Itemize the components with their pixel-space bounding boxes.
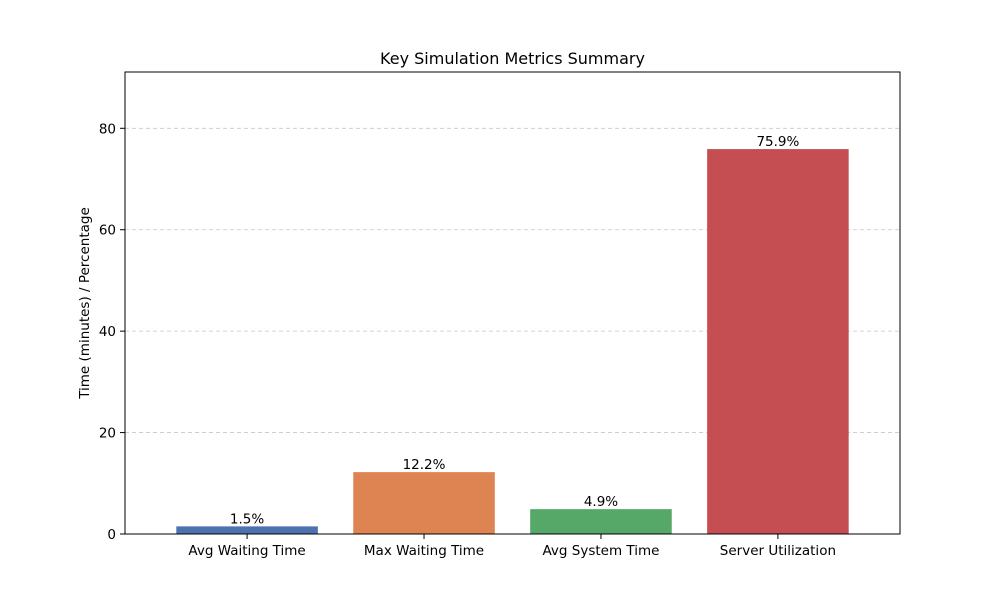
bar-value-label: 75.9% [756,134,799,150]
x-tick-label: Avg System Time [542,543,659,559]
bars [176,149,849,534]
data-labels: 1.5% 12.2% 4.9% 75.9% [230,134,800,527]
y-tick-label: 60 [99,223,116,239]
bar [353,472,495,534]
x-tick-label: Avg Waiting Time [188,543,305,559]
bar [530,509,672,534]
y-axis-label: Time (minutes) / Percentage [77,207,93,400]
bar-value-label: 12.2% [403,457,446,473]
plot-frame [124,71,901,535]
bar-value-label: 1.5% [230,511,264,527]
y-tick-label: 20 [99,426,116,442]
bar [176,526,318,534]
y-tick-label: 40 [99,324,116,340]
x-tick-label: Server Utilization [720,543,836,559]
bar [707,149,849,534]
y-tick-label: 80 [99,121,116,137]
y-axis-ticks: 0 20 40 60 80 [99,121,125,543]
bar-value-label: 4.9% [584,494,618,510]
chart-title: Key Simulation Metrics Summary [380,49,645,68]
x-tick-label: Max Waiting Time [364,543,484,559]
x-axis-ticks: Avg Waiting Time Max Waiting Time Avg Syst… [188,534,836,559]
y-tick-label: 0 [107,527,116,543]
